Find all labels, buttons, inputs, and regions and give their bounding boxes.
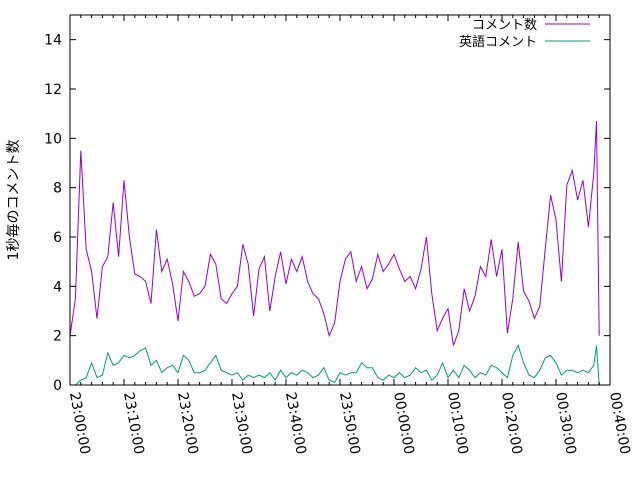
legend-label-1: 英語コメント (459, 34, 537, 50)
plot-area (69, 121, 600, 386)
x-tick-label: 23:30:00 (228, 391, 255, 456)
x-tick-label: 23:50:00 (336, 391, 363, 456)
y-tick-label: 2 (53, 329, 62, 345)
y-tick-label: 0 (53, 378, 62, 394)
x-tick-label: 00:40:00 (606, 391, 633, 456)
x-tick-label: 00:30:00 (552, 391, 579, 456)
y-tick-label: 8 (53, 181, 62, 197)
x-tick-label: 23:10:00 (120, 391, 147, 456)
y-tick-label: 4 (53, 279, 62, 295)
series-line-1 (75, 344, 600, 386)
x-tick-label: 23:20:00 (174, 391, 201, 456)
x-tick-label: 23:40:00 (282, 391, 309, 456)
plot-frame (69, 14, 611, 386)
y-tick-label: 10 (44, 131, 62, 147)
series-line-0 (69, 121, 600, 346)
y-axis-label: 1秒毎のコメント数 (6, 140, 22, 261)
y-tick-label: 12 (44, 82, 62, 98)
axes: 0 2 4 6 8 10 12 14 23:00:00 23:10:00 23:20:00 23:30… (44, 14, 633, 456)
x-tick-label: 00:10:00 (444, 391, 471, 456)
y-tick-label: 14 (44, 33, 62, 49)
x-tick-label: 23:00:00 (66, 391, 93, 456)
x-tick-label: 00:20:00 (498, 391, 525, 456)
legend-label-0: コメント数 (472, 18, 537, 33)
y-tick-label: 6 (53, 230, 62, 246)
x-tick-label: 00:00:00 (390, 391, 417, 456)
